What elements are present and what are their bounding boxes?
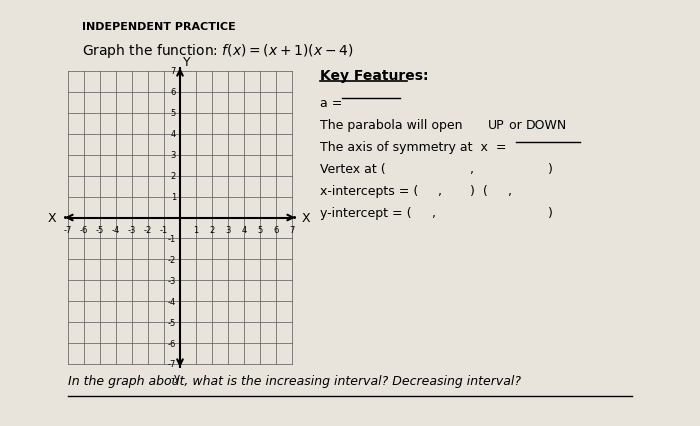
Text: -4: -4 bbox=[168, 297, 176, 306]
Text: 2: 2 bbox=[171, 172, 176, 181]
Text: In the graph about, what is the increasing interval? Decreasing interval?: In the graph about, what is the increasi… bbox=[68, 374, 521, 387]
Text: Key Features:: Key Features: bbox=[320, 69, 428, 83]
Text: ): ) bbox=[548, 163, 553, 176]
Text: ,: , bbox=[438, 184, 442, 198]
Text: -3: -3 bbox=[167, 276, 176, 285]
Text: INDEPENDENT PRACTICE: INDEPENDENT PRACTICE bbox=[82, 22, 236, 32]
Text: -1: -1 bbox=[168, 234, 176, 243]
Text: DOWN: DOWN bbox=[526, 119, 567, 132]
Text: )  (: ) ( bbox=[470, 184, 488, 198]
Text: The axis of symmetry at  x  =: The axis of symmetry at x = bbox=[320, 141, 507, 154]
Text: -y: -y bbox=[171, 372, 181, 382]
Text: Vertex at (: Vertex at ( bbox=[320, 163, 386, 176]
Text: ,: , bbox=[470, 163, 474, 176]
Text: ,: , bbox=[508, 184, 512, 198]
Text: ,: , bbox=[432, 207, 436, 219]
Text: X: X bbox=[48, 211, 56, 225]
Text: 6: 6 bbox=[273, 226, 279, 235]
Text: -5: -5 bbox=[96, 226, 104, 235]
Text: 5: 5 bbox=[171, 109, 176, 118]
Text: Y: Y bbox=[183, 55, 190, 68]
Text: -6: -6 bbox=[80, 226, 88, 235]
Text: 7: 7 bbox=[171, 67, 176, 76]
Text: 5: 5 bbox=[258, 226, 262, 235]
Text: -4: -4 bbox=[112, 226, 120, 235]
Text: or: or bbox=[505, 119, 526, 132]
Text: 3: 3 bbox=[225, 226, 231, 235]
Text: 6: 6 bbox=[171, 88, 176, 97]
Text: 1: 1 bbox=[193, 226, 199, 235]
Text: 1: 1 bbox=[171, 193, 176, 201]
Text: Graph the function: $f(x) = (x + 1)(x - 4)$: Graph the function: $f(x) = (x + 1)(x - … bbox=[82, 42, 354, 60]
Text: -5: -5 bbox=[168, 318, 176, 327]
Text: y-intercept = (: y-intercept = ( bbox=[320, 207, 412, 219]
Text: UP: UP bbox=[488, 119, 505, 132]
Text: ): ) bbox=[548, 207, 553, 219]
Text: -2: -2 bbox=[144, 226, 152, 235]
Text: 7: 7 bbox=[289, 226, 295, 235]
Text: a =: a = bbox=[320, 97, 346, 110]
Text: -3: -3 bbox=[128, 226, 136, 235]
Text: -1: -1 bbox=[160, 226, 168, 235]
Text: 3: 3 bbox=[171, 151, 176, 160]
Text: 2: 2 bbox=[209, 226, 215, 235]
Text: 4: 4 bbox=[171, 130, 176, 139]
Text: X: X bbox=[302, 211, 311, 225]
Text: The parabola will open: The parabola will open bbox=[320, 119, 463, 132]
Text: -7: -7 bbox=[64, 226, 72, 235]
Text: 4: 4 bbox=[241, 226, 246, 235]
Text: -7: -7 bbox=[167, 360, 176, 368]
Text: -6: -6 bbox=[167, 339, 176, 348]
Text: -2: -2 bbox=[168, 255, 176, 264]
Text: x-intercepts = (: x-intercepts = ( bbox=[320, 184, 419, 198]
